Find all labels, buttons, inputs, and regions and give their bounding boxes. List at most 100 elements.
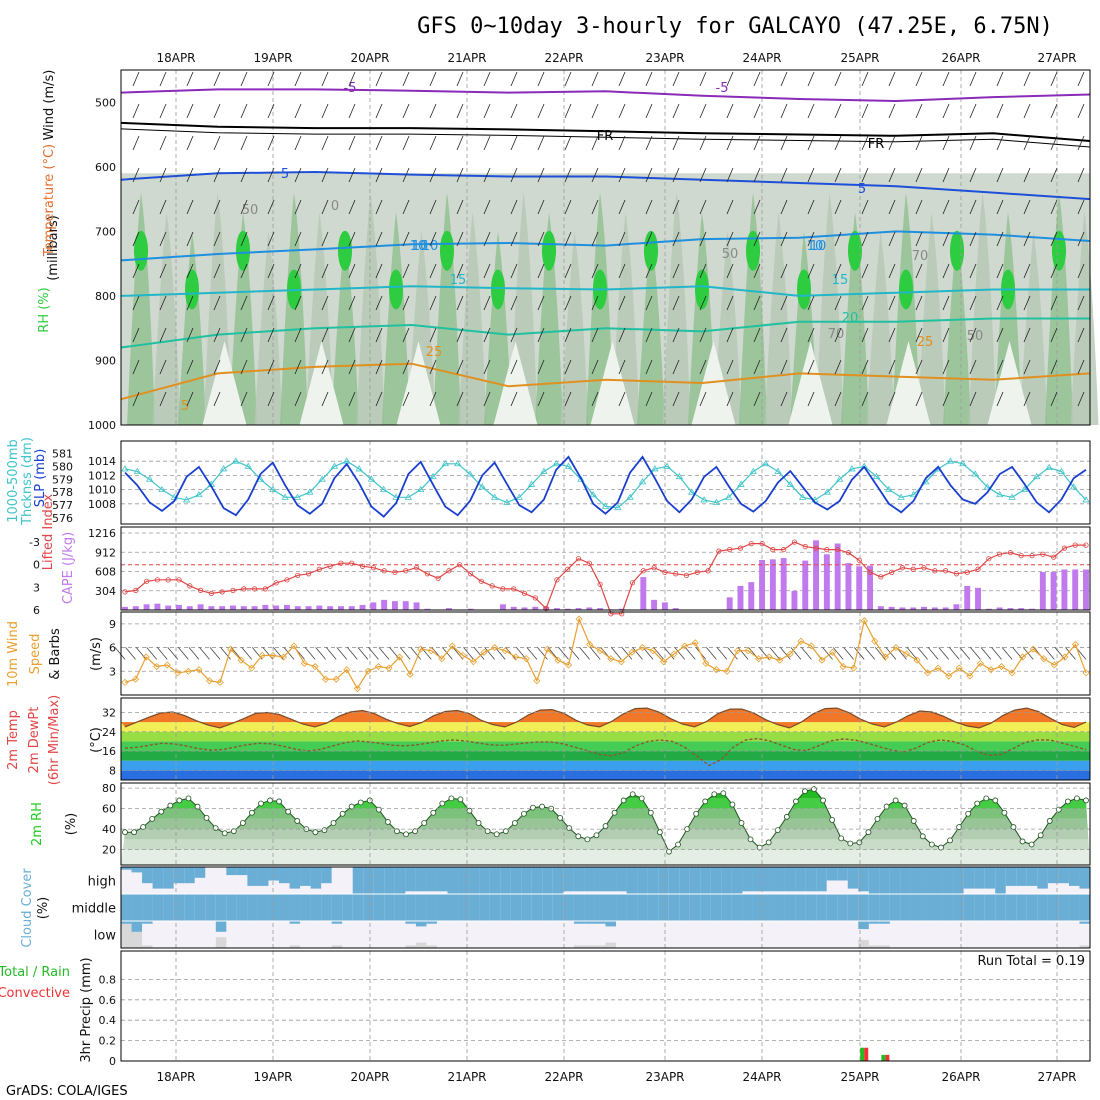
wind-barb: [801, 647, 812, 660]
cloud-cell: [710, 867, 722, 894]
cloud-cell: [310, 867, 322, 889]
wind-barb: [969, 135, 977, 151]
cloud-bg: [268, 921, 280, 948]
cape-bar: [510, 606, 517, 610]
contour-label: 20: [842, 311, 859, 326]
cloud-cell: [1047, 867, 1059, 884]
wind-barb: [780, 327, 788, 343]
wind-point: [1029, 645, 1037, 653]
thickness-point: [823, 488, 831, 495]
wind-barb: [996, 359, 1004, 375]
wind-barb: [321, 391, 329, 407]
rh-point: [176, 797, 183, 804]
wind-barb: [645, 295, 653, 311]
cape-bar: [1007, 608, 1014, 610]
cape-bar: [532, 606, 539, 610]
cloud-cell: [1037, 867, 1049, 889]
contour-label: 50: [242, 203, 259, 218]
wind-barb: [942, 391, 950, 407]
wind-barb: [483, 391, 491, 407]
wind-barb: [402, 103, 410, 119]
cloud-bg: [668, 921, 680, 948]
rh-blob: [764, 212, 793, 425]
lifted-point: [651, 565, 657, 571]
rh-point: [666, 848, 672, 855]
wind-barb: [888, 295, 896, 311]
lifted-point: [727, 547, 733, 553]
wind-point: [850, 664, 858, 672]
wind-barb: [834, 135, 842, 151]
precip-legend-total: Total / Rain: [0, 965, 70, 980]
wind-barb: [132, 391, 140, 407]
thickness-point: [121, 465, 129, 472]
wind-barb: [510, 231, 518, 247]
cloud-cell: [932, 867, 944, 894]
wind-barb: [888, 391, 896, 407]
cloud-cell: [436, 894, 449, 921]
lifted-point: [1083, 542, 1089, 548]
cloud-cell: [805, 894, 817, 921]
rh-band: [121, 829, 1090, 840]
wind-barb: [834, 295, 842, 311]
wind-barb: [484, 647, 495, 660]
cloud-cell: [531, 894, 543, 921]
footer-credit: GrADS: COLA/IGES: [6, 1084, 128, 1099]
thickness-point: [626, 493, 634, 500]
wind-barb: [726, 199, 734, 215]
cloud-cell: [405, 921, 417, 924]
rh-point: [729, 801, 736, 808]
wind-barb: [927, 647, 939, 660]
wind-barb: [1050, 391, 1058, 407]
wind-barb: [456, 167, 464, 183]
cloud-cell: [1026, 867, 1038, 886]
cloud-bg: [531, 921, 543, 948]
lifted-point: [781, 547, 787, 553]
temp-band: [121, 760, 1090, 771]
cloud-bg: [658, 921, 670, 948]
thickness-point: [835, 475, 844, 482]
wind-barb: [915, 103, 923, 119]
wind-barb: [213, 167, 221, 183]
wind-barb: [699, 295, 707, 311]
wind-barb: [942, 71, 950, 87]
thickness-point: [761, 460, 770, 467]
cloud-cell: [394, 867, 406, 894]
panel-label: (°C): [89, 727, 104, 753]
cloud-cell: [173, 867, 185, 884]
rh-green-cell: [1052, 230, 1066, 271]
rh-green-cell: [134, 230, 148, 271]
rh-point: [593, 832, 600, 839]
cloud-bg: [257, 921, 269, 948]
rh-green-cell: [491, 269, 505, 310]
cloud-cell: [563, 867, 575, 892]
rh-point: [403, 831, 409, 838]
wind-barb: [402, 199, 410, 215]
cloud-low-cell: [415, 942, 427, 948]
wind-barb: [875, 647, 886, 660]
wind-barb: [294, 199, 302, 215]
wind-barb: [402, 263, 410, 279]
lifted-point: [327, 563, 333, 569]
lifted-point: [770, 547, 776, 553]
lifted-point: [986, 556, 992, 562]
lifted-point: [597, 581, 603, 587]
contour-label: 25: [426, 345, 443, 360]
cloud-cell: [426, 867, 438, 892]
wind-barb: [1077, 135, 1085, 151]
thickness-point: [293, 493, 302, 500]
wind-barb: [1023, 71, 1031, 87]
cloud-cell: [458, 867, 470, 894]
y-tick-label: 1216: [88, 527, 116, 540]
wind-barb: [672, 359, 680, 375]
wind-point: [290, 642, 298, 650]
y-tick-label: 80: [102, 782, 116, 795]
wind-barb: [240, 359, 248, 375]
wind-barb: [132, 199, 140, 215]
lifted-point: [899, 565, 906, 571]
rh-point: [185, 795, 192, 802]
cloud-cell: [236, 894, 248, 921]
cloud-cell: [752, 894, 764, 921]
temp-band: [121, 741, 1090, 752]
rh-green-cell: [236, 230, 250, 271]
y-tick-label: 608: [95, 566, 116, 579]
